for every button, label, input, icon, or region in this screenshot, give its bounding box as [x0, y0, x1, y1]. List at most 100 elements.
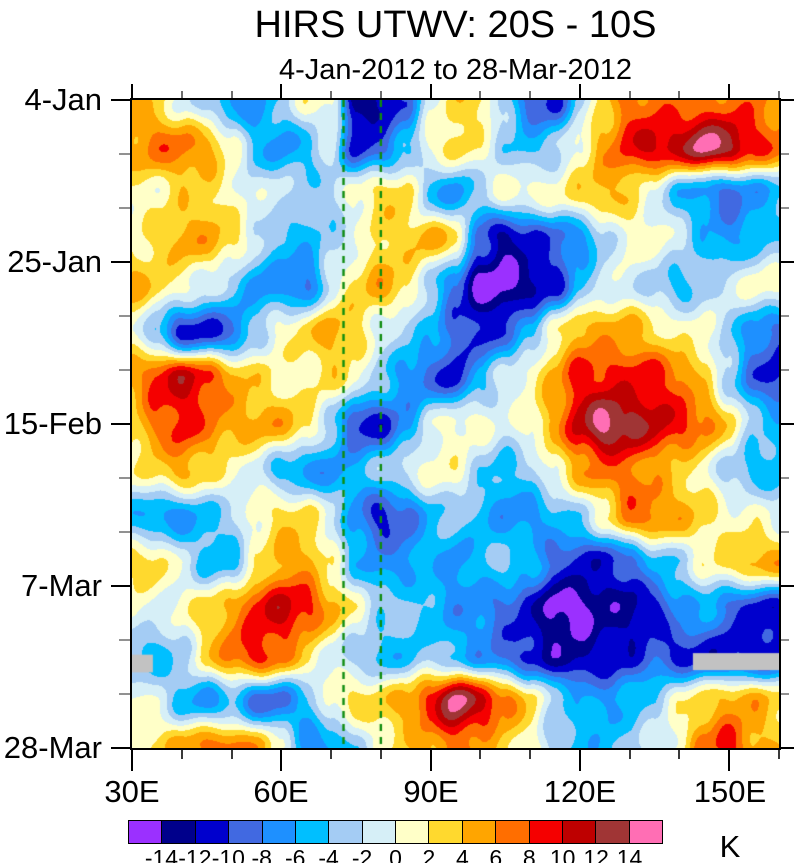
x-minor-tick-top	[330, 91, 332, 98]
colorbar-segment	[161, 820, 196, 844]
colorbar-segment	[395, 820, 430, 844]
x-major-tick-top	[728, 84, 730, 98]
x-major-tick	[131, 750, 133, 771]
colorbar-tick-label: -2	[351, 845, 373, 863]
x-major-tick-top	[280, 84, 282, 98]
plot-frame	[130, 98, 781, 750]
colorbar-tick-label: 0	[389, 845, 402, 863]
y-minor-tick-right	[781, 315, 789, 317]
x-minor-tick	[181, 750, 183, 759]
colorbar-tick-label: 8	[522, 845, 536, 863]
colorbar-segment	[628, 820, 663, 844]
y-tick-label: 7-Mar	[21, 568, 102, 603]
colorbar-segment	[294, 820, 330, 844]
colorbar-tick-label: -6	[284, 845, 306, 863]
colorbar-segment	[328, 820, 363, 844]
colorbar-tick-label: 4	[455, 845, 469, 863]
y-minor-tick	[119, 693, 130, 695]
y-minor-tick-right	[781, 153, 789, 155]
y-major-tick	[111, 99, 130, 101]
x-minor-tick-top	[231, 91, 233, 98]
x-minor-tick-top	[629, 91, 631, 98]
y-major-tick	[111, 747, 130, 749]
y-minor-tick-right	[781, 693, 789, 695]
colorbar-unit-label: K	[719, 829, 741, 863]
colorbar-tick-label: 6	[489, 845, 503, 863]
y-major-tick-right	[781, 585, 794, 587]
x-minor-tick	[330, 750, 332, 759]
hovmoller-canvas	[132, 100, 779, 748]
y-minor-tick-right	[781, 477, 789, 479]
x-minor-tick-top	[181, 91, 183, 98]
x-minor-tick	[629, 750, 631, 759]
x-major-tick-top	[579, 84, 581, 98]
y-major-tick	[111, 261, 130, 263]
colorbar-segment	[261, 820, 296, 844]
colorbar-tick-label: 2	[422, 845, 436, 863]
x-tick-label: 150E	[693, 774, 767, 809]
colorbar-segment	[194, 820, 230, 844]
x-tick-label: 120E	[543, 774, 617, 809]
y-tick-label: 25-Jan	[7, 244, 102, 279]
y-major-tick-right	[781, 747, 794, 749]
x-minor-tick-top	[529, 91, 531, 98]
y-major-tick	[111, 423, 130, 425]
x-minor-tick-top	[479, 91, 481, 98]
y-major-tick-right	[781, 99, 794, 101]
y-minor-tick-right	[781, 531, 789, 533]
colorbar-tick-label: -14	[144, 845, 179, 863]
y-minor-tick-right	[781, 369, 789, 371]
colorbar-tick-label: 14	[616, 845, 643, 863]
y-minor-tick-right	[781, 207, 789, 209]
x-tick-label: 90E	[403, 774, 459, 809]
y-tick-label: 15-Feb	[3, 406, 102, 441]
x-major-tick-top	[430, 84, 432, 98]
y-tick-label: 4-Jan	[24, 82, 102, 117]
colorbar-segment	[128, 820, 163, 844]
y-minor-tick	[119, 207, 130, 209]
colorbar-segment	[495, 820, 530, 844]
x-major-tick	[579, 750, 581, 771]
x-minor-tick-top	[678, 91, 680, 98]
y-tick-label: 28-Mar	[3, 730, 102, 765]
y-major-tick-right	[781, 261, 794, 263]
y-minor-tick	[119, 531, 130, 533]
x-tick-label: 60E	[253, 774, 309, 809]
y-minor-tick	[119, 477, 130, 479]
y-minor-tick	[119, 153, 130, 155]
colorbar-segment	[461, 820, 497, 844]
y-minor-tick	[119, 639, 130, 641]
y-major-tick	[111, 585, 130, 587]
x-minor-tick	[231, 750, 233, 759]
x-minor-tick-top	[380, 91, 382, 98]
x-minor-tick	[678, 750, 680, 759]
x-tick-label: 30E	[104, 774, 160, 809]
colorbar-segment	[428, 820, 463, 844]
x-major-tick	[280, 750, 282, 771]
colorbar-segment	[561, 820, 597, 844]
y-minor-tick-right	[781, 639, 789, 641]
colorbar-segment	[595, 820, 630, 844]
colorbar-tick-label: -4	[318, 845, 339, 863]
x-minor-tick-top	[778, 91, 780, 98]
colorbar-tick-label: 10	[549, 845, 576, 863]
y-minor-tick	[119, 369, 130, 371]
y-major-tick-right	[781, 423, 794, 425]
colorbar	[128, 820, 663, 844]
colorbar-tick-label: -8	[251, 845, 272, 863]
chart-title: HIRS UTWV: 20S - 10S	[254, 4, 657, 46]
x-minor-tick	[479, 750, 481, 759]
colorbar-segment	[361, 820, 396, 844]
x-minor-tick	[529, 750, 531, 759]
x-minor-tick	[778, 750, 780, 759]
x-minor-tick	[380, 750, 382, 759]
y-minor-tick	[119, 315, 130, 317]
colorbar-tick-label: -10	[211, 845, 245, 863]
chart-subtitle: 4-Jan-2012 to 28-Mar-2012	[278, 54, 633, 86]
colorbar-segment	[228, 820, 263, 844]
colorbar-tick-label: -12	[178, 845, 212, 863]
x-major-tick	[728, 750, 730, 771]
colorbar-tick-label: 12	[583, 845, 609, 863]
x-major-tick-top	[131, 84, 133, 98]
